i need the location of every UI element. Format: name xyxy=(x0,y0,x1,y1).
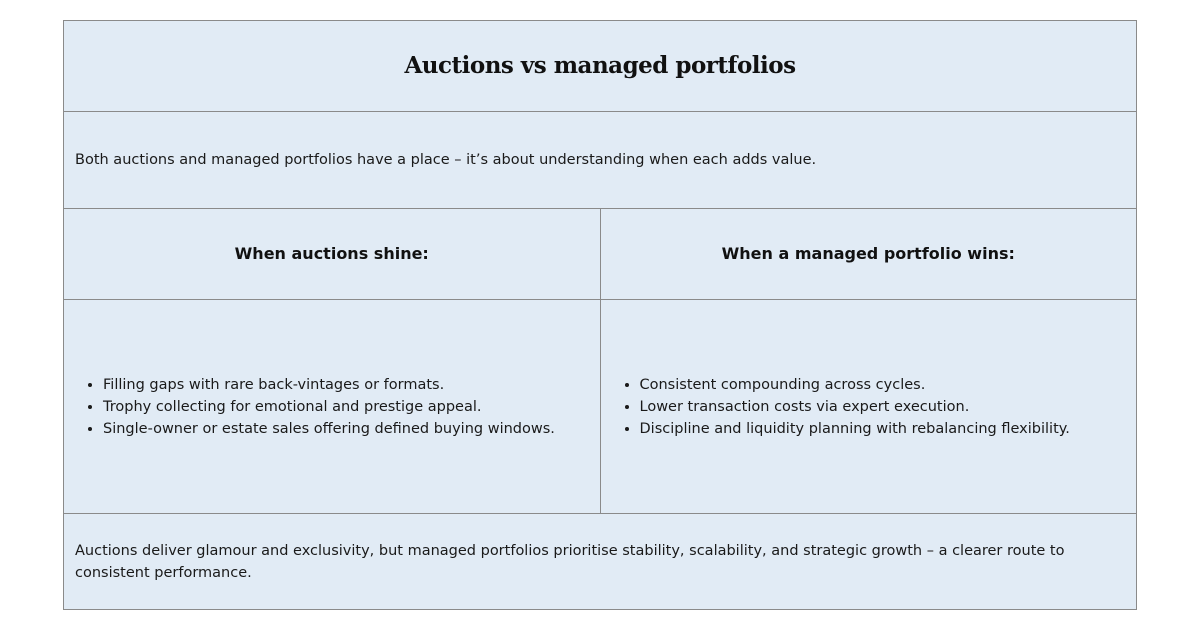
table-title: Auctions vs managed portfolios xyxy=(63,20,1137,112)
list-item: Single-owner or estate sales offering de… xyxy=(103,418,589,440)
list-item: Discipline and liquidity planning with r… xyxy=(640,418,1126,440)
auctions-list: Filling gaps with rare back-vintages or … xyxy=(75,374,589,440)
list-item: Filling gaps with rare back-vintages or … xyxy=(103,374,589,396)
managed-portfolio-list-cell: Consistent compounding across cycles. Lo… xyxy=(599,299,1137,514)
list-item: Lower transaction costs via expert execu… xyxy=(640,396,1126,418)
intro-text: Both auctions and managed portfolios hav… xyxy=(63,111,1137,209)
comparison-table: Auctions vs managed portfolios Both auct… xyxy=(63,20,1137,610)
managed-portfolio-list: Consistent compounding across cycles. Lo… xyxy=(612,374,1126,440)
list-item: Trophy collecting for emotional and pres… xyxy=(103,396,589,418)
list-item: Consistent compounding across cycles. xyxy=(640,374,1126,396)
conclusion-text: Auctions deliver glamour and exclusivity… xyxy=(63,513,1137,610)
auctions-list-cell: Filling gaps with rare back-vintages or … xyxy=(63,299,601,514)
column-heading-auctions: When auctions shine: xyxy=(63,208,601,300)
column-heading-managed-portfolio: When a managed portfolio wins: xyxy=(599,208,1137,300)
